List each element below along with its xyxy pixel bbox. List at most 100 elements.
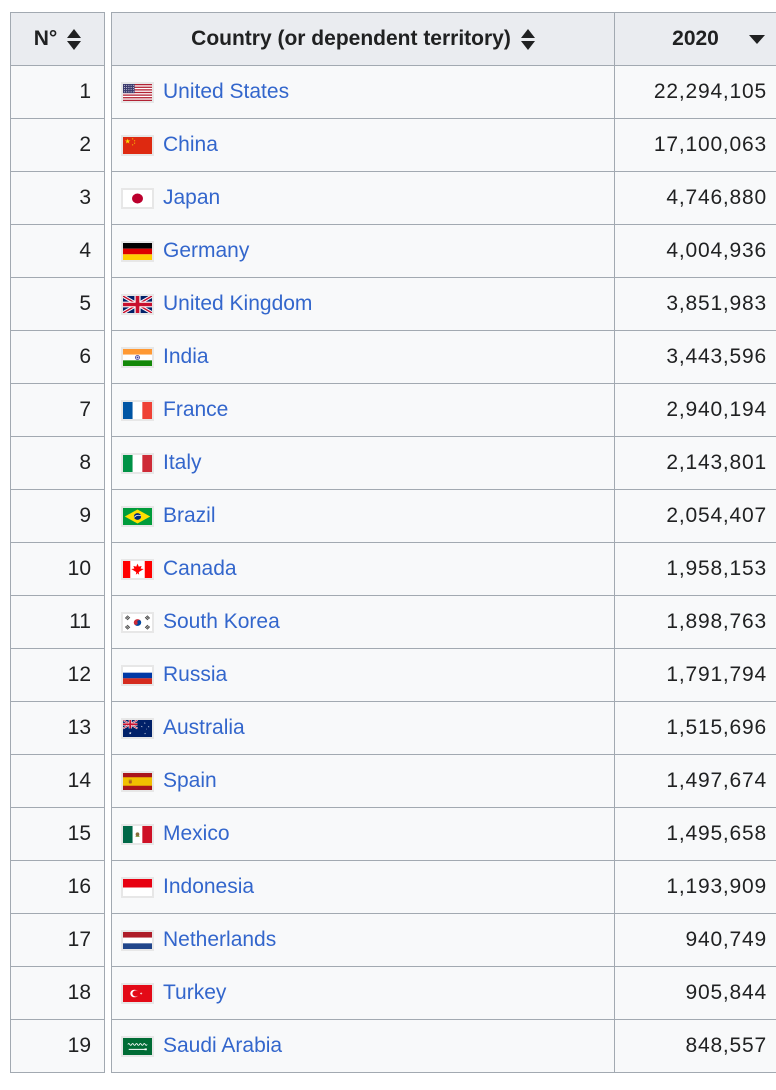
country-link[interactable]: Indonesia [163,875,255,898]
value-cell: 848,557 [614,1019,776,1073]
flag-south-korea-icon[interactable] [121,611,154,633]
rank-row: 7 [10,383,105,437]
country-column-header[interactable]: Country (or dependent territory) [111,12,615,66]
country-row: Indonesia 1,193,909 [111,860,776,914]
country-row: Italy 2,143,801 [111,436,776,490]
country-link[interactable]: Italy [163,451,202,474]
flag-japan-icon[interactable] [121,187,154,209]
country-link[interactable]: Russia [163,663,228,686]
rank-cell: 6 [10,330,105,384]
flag-netherlands-icon[interactable] [121,929,154,951]
country-link[interactable]: China [163,133,218,156]
country-value-table: Country (or dependent territory) 2020 Un… [111,12,776,1073]
value-cell: 17,100,063 [614,118,776,172]
value-cell: 905,844 [614,966,776,1020]
flag-indonesia-icon[interactable] [121,876,154,898]
value-cell: 4,746,880 [614,171,776,225]
country-link[interactable]: Canada [163,557,237,580]
value-cell: 22,294,105 [614,65,776,119]
flag-india-icon[interactable] [121,346,154,368]
rank-row: 15 [10,807,105,861]
flag-spain-icon[interactable] [121,770,154,792]
country-link[interactable]: Turkey [163,981,227,1004]
country-cell: United Kingdom [111,277,615,331]
value-cell: 940,749 [614,913,776,967]
rank-cell: 1 [10,65,105,119]
rank-row: 2 [10,118,105,172]
rank-row: 16 [10,860,105,914]
rank-cell: 9 [10,489,105,543]
country-row: Spain 1,497,674 [111,754,776,808]
flag-china-icon[interactable] [121,134,154,156]
value-cell: 1,958,153 [614,542,776,596]
country-cell: Mexico [111,807,615,861]
value-cell: 1,495,658 [614,807,776,861]
rank-tbody: 1 2 3 4 5 6 7 8 9 10 11 12 13 14 15 16 17 18 19 [10,65,105,1073]
country-link[interactable]: Japan [163,186,221,209]
country-cell: United States [111,65,615,119]
sort-both-icon [67,28,82,50]
country-cell: Turkey [111,966,615,1020]
country-cell: Spain [111,754,615,808]
rank-row: 13 [10,701,105,755]
flag-united-kingdom-icon[interactable] [121,293,154,315]
rank-cell: 17 [10,913,105,967]
rank-cell: 13 [10,701,105,755]
rank-row: 19 [10,1019,105,1073]
country-cell: Japan [111,171,615,225]
country-row: Mexico 1,495,658 [111,807,776,861]
country-link[interactable]: Saudi Arabia [163,1034,283,1057]
country-link[interactable]: South Korea [163,610,280,633]
flag-russia-icon[interactable] [121,664,154,686]
country-row: Japan 4,746,880 [111,171,776,225]
country-link[interactable]: Mexico [163,822,230,845]
country-link[interactable]: Spain [163,769,217,792]
value-cell: 4,004,936 [614,224,776,278]
value-cell: 1,193,909 [614,860,776,914]
country-cell: Australia [111,701,615,755]
rank-header-label: N° [33,27,58,50]
year-header-label: 2020 [672,27,719,50]
rank-cell: 19 [10,1019,105,1073]
country-row: Canada 1,958,153 [111,542,776,596]
flag-italy-icon[interactable] [121,452,154,474]
country-link[interactable]: Netherlands [163,928,277,951]
flag-canada-icon[interactable] [121,558,154,580]
main-tbody: United States 22,294,105 China 17,100,063 Ja… [111,65,776,1073]
flag-france-icon[interactable] [121,399,154,421]
flag-mexico-icon[interactable] [121,823,154,845]
country-cell: China [111,118,615,172]
country-row: Turkey 905,844 [111,966,776,1020]
country-link[interactable]: United Kingdom [163,292,313,315]
flag-germany-icon[interactable] [121,240,154,262]
country-cell: India [111,330,615,384]
country-link[interactable]: Germany [163,239,250,262]
country-row: United States 22,294,105 [111,65,776,119]
country-link[interactable]: Australia [163,716,245,739]
value-cell: 3,851,983 [614,277,776,331]
country-cell: South Korea [111,595,615,649]
country-link[interactable]: United States [163,80,290,103]
flag-australia-icon[interactable] [121,717,154,739]
value-cell: 2,143,801 [614,436,776,490]
country-link[interactable]: France [163,398,229,421]
flag-united-states-icon[interactable] [121,81,154,103]
rank-column-header[interactable]: N° [10,12,105,66]
value-cell: 1,791,794 [614,648,776,702]
country-cell: Russia [111,648,615,702]
country-link[interactable]: Brazil [163,504,216,527]
flag-turkey-icon[interactable] [121,982,154,1004]
rank-row: 4 [10,224,105,278]
country-cell: France [111,383,615,437]
sort-both-icon [520,28,535,50]
flag-brazil-icon[interactable] [121,505,154,527]
rank-row: 18 [10,966,105,1020]
country-link[interactable]: India [163,345,209,368]
rank-cell: 2 [10,118,105,172]
value-cell: 2,054,407 [614,489,776,543]
year-column-header[interactable]: 2020 [614,12,776,66]
flag-saudi-arabia-icon[interactable] [121,1035,154,1057]
country-row: Germany 4,004,936 [111,224,776,278]
country-cell: Canada [111,542,615,596]
country-row: United Kingdom 3,851,983 [111,277,776,331]
